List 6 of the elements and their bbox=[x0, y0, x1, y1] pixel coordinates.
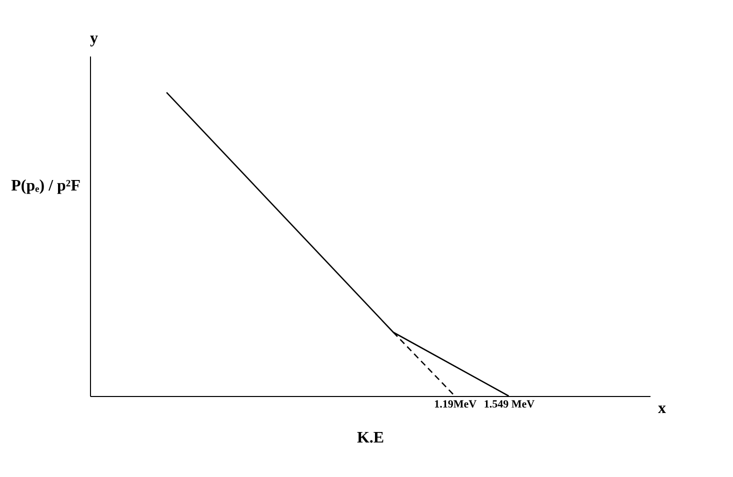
x-tick-label: 1.19MeV bbox=[434, 398, 477, 410]
y-axis-title: P(pₑ) / p²F bbox=[11, 178, 81, 195]
text: x bbox=[658, 400, 666, 417]
x-axis-title: K.E bbox=[356, 430, 384, 446]
text: y bbox=[90, 30, 98, 47]
x-tick-label: 1.549 MeV bbox=[484, 398, 535, 410]
